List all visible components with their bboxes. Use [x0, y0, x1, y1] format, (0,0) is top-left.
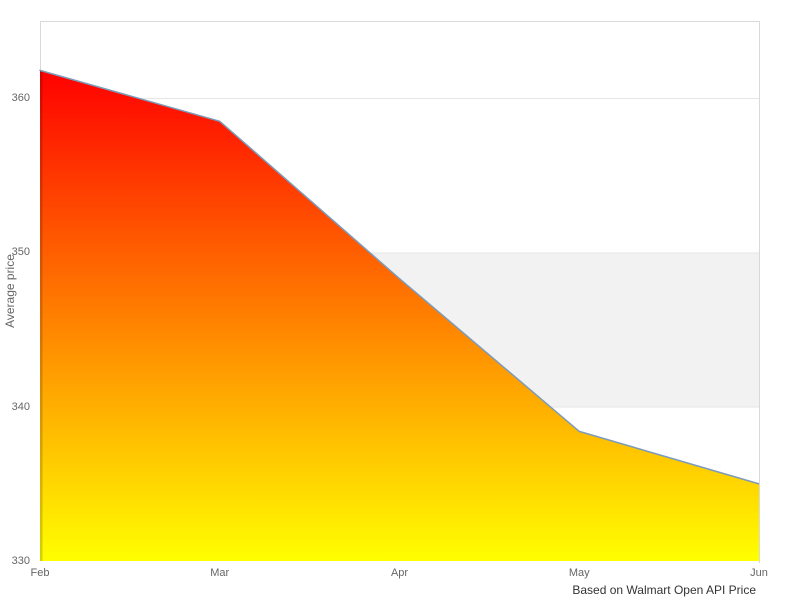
y-tick-label-360: 360 [11, 92, 30, 105]
x-tick-label-apr: Apr [390, 567, 409, 579]
x-tick-label-mar: Mar [210, 567, 230, 579]
line-series [39, 69, 760, 485]
x-tick-label-jun: Jun [750, 567, 768, 579]
y-tick-label-330: 330 [11, 555, 30, 567]
y-tick-label-350: 350 [11, 246, 30, 259]
chart-caption: Based on Walmart Open API Price [572, 583, 756, 597]
x-tick-label-feb: Feb [30, 567, 50, 579]
y-axis-title: Average price [3, 254, 17, 328]
y-tick-label-340: 340 [11, 400, 30, 413]
x-tick-label-may: May [568, 567, 590, 579]
area-left-edge [40, 70, 43, 561]
area-series [40, 70, 759, 561]
